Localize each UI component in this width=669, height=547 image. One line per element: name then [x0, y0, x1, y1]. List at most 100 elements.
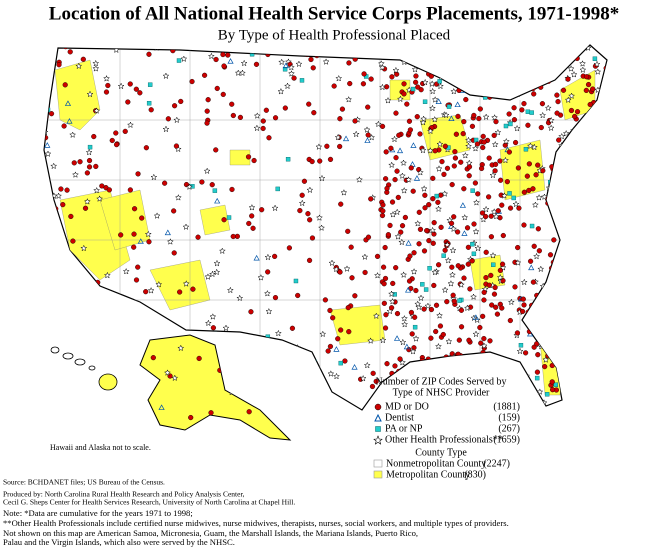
- placement-marker: [420, 185, 428, 192]
- placement-marker: [264, 253, 272, 261]
- placement-marker: [530, 143, 538, 151]
- placement-marker: [560, 191, 566, 197]
- placement-marker: [471, 112, 477, 119]
- placement-marker: [382, 325, 389, 331]
- placement-marker: [413, 79, 419, 85]
- placement-marker: [282, 67, 288, 72]
- placement-marker: [411, 345, 417, 351]
- placement-marker: [499, 261, 506, 267]
- placement-marker: [499, 59, 504, 65]
- placement-marker: [346, 60, 352, 66]
- placement-marker: [253, 254, 260, 261]
- placement-marker: [407, 253, 413, 259]
- placement-marker: [182, 223, 190, 230]
- placement-marker: [219, 336, 225, 342]
- placement-marker: [117, 82, 125, 90]
- placement-marker: [249, 213, 255, 219]
- placement-marker: [221, 217, 227, 223]
- placement-marker: [535, 300, 541, 306]
- placement-marker: [273, 382, 279, 388]
- placement-marker: [453, 68, 459, 74]
- placement-marker: [578, 285, 584, 291]
- placement-marker: [496, 273, 504, 281]
- placement-marker: [311, 110, 317, 116]
- placement-marker: [489, 171, 497, 179]
- placement-marker: [569, 160, 575, 166]
- placement-marker: [536, 248, 542, 254]
- placement-marker: [547, 296, 555, 304]
- placement-marker: [535, 45, 543, 52]
- placement-marker: [420, 115, 428, 123]
- placement-marker: [491, 140, 499, 148]
- placement-marker: [436, 58, 443, 65]
- placement-marker: [237, 45, 245, 52]
- placement-marker: [113, 130, 119, 136]
- placement-marker: [483, 48, 489, 54]
- placement-marker: [495, 208, 501, 214]
- placement-marker: [435, 205, 443, 213]
- placement-marker: [478, 165, 485, 172]
- placement-marker: [431, 96, 439, 103]
- placement-marker: [466, 337, 472, 343]
- placement-marker: [44, 228, 50, 236]
- placement-marker: [320, 396, 326, 402]
- placement-marker: [595, 357, 601, 363]
- placement-marker: [52, 376, 60, 383]
- placement-marker: [546, 306, 554, 314]
- placement-marker: [461, 186, 467, 192]
- placement-marker: [525, 109, 531, 114]
- placement-marker: [500, 232, 506, 239]
- placement-marker: [380, 202, 386, 208]
- placement-marker: [579, 406, 585, 410]
- placement-marker: [71, 263, 77, 269]
- placement-marker: [512, 284, 518, 290]
- placement-marker: [44, 72, 49, 79]
- placement-marker: [600, 213, 607, 220]
- placement-marker: [171, 103, 178, 109]
- placement-marker: [61, 123, 67, 129]
- placement-marker: [519, 72, 526, 79]
- placement-marker: [539, 59, 546, 66]
- placement-marker: [392, 177, 398, 183]
- placement-marker: [103, 271, 111, 279]
- placement-marker: [540, 324, 546, 330]
- placement-marker: [372, 51, 379, 58]
- placement-marker: [285, 47, 291, 53]
- placement-marker: [180, 434, 187, 440]
- placement-marker: [359, 374, 367, 382]
- placement-marker: [497, 267, 503, 273]
- placement-marker: [400, 314, 408, 322]
- placement-marker: [593, 127, 601, 135]
- placement-marker: [45, 107, 51, 113]
- placement-marker: [566, 180, 574, 188]
- placement-marker: [286, 245, 293, 251]
- placement-marker: [328, 259, 336, 267]
- placement-marker: [433, 328, 439, 335]
- placement-marker: [507, 205, 514, 211]
- placement-marker: [452, 155, 459, 161]
- placement-marker: [68, 213, 74, 220]
- placement-marker: [603, 272, 607, 278]
- placement-marker: [564, 278, 569, 283]
- placement-marker: [497, 177, 504, 183]
- placement-marker: [351, 364, 358, 370]
- placement-marker: [82, 205, 89, 211]
- placement-marker: [556, 329, 562, 335]
- placement-marker: [387, 222, 393, 229]
- placement-marker: [410, 142, 417, 148]
- placement-marker: [559, 324, 567, 332]
- placement-marker: [222, 324, 230, 332]
- placement-marker: [265, 269, 271, 275]
- placement-marker: [287, 48, 293, 54]
- placement-marker: [431, 115, 439, 123]
- placement-marker: [472, 199, 480, 206]
- placement-marker: [562, 246, 568, 252]
- placement-marker: [588, 323, 596, 330]
- placement-marker: [596, 99, 604, 106]
- placement-marker: [585, 178, 591, 184]
- placement-marker: [435, 165, 443, 172]
- placement-marker: [502, 137, 510, 145]
- placement-marker: [367, 337, 375, 344]
- placement-marker: [370, 370, 376, 376]
- placement-marker: [451, 214, 457, 220]
